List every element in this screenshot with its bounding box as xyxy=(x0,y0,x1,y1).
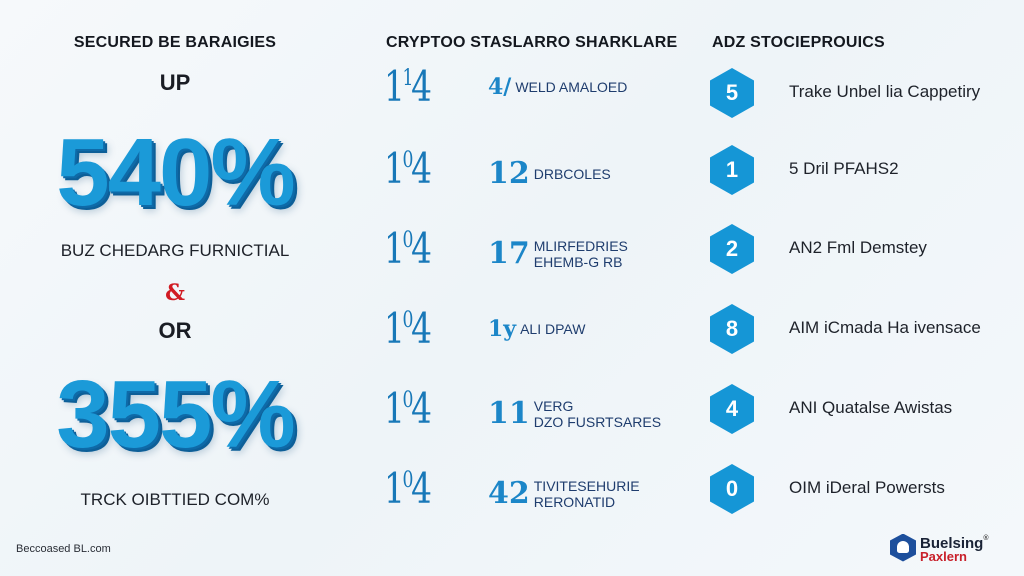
hexagon-badge-icon: 0 xyxy=(710,464,754,514)
list-item-text: OIM iDeral Powersts xyxy=(789,478,945,497)
stat-row: 114 4/WELD AMALOED xyxy=(370,62,690,122)
stat-row-number: 114 xyxy=(384,62,432,111)
stat-row-label: 4/WELD AMALOED xyxy=(488,74,628,100)
list-item: 4 ANI Quatalse Awistas xyxy=(690,384,1024,444)
stat-row: 104 12 DRBCOLES xyxy=(370,144,690,204)
or-label: OR xyxy=(158,318,192,343)
list-item: 0 OIM iDeral Powersts xyxy=(690,464,1024,524)
stat-primary-caption: BUZ CHEDARG FURNICTIAL xyxy=(60,241,290,260)
list-item: 1 5 Dril PFAHS2 xyxy=(690,145,1024,205)
up-label: UP xyxy=(159,70,191,95)
list-item: 8 AIM iCmada Ha ivensace xyxy=(690,304,1024,364)
stat-secondary: 355% xyxy=(56,361,296,468)
hexagon-badge-icon: 4 xyxy=(710,384,754,434)
left-heading: SECURED BE BARAIGIES xyxy=(73,34,277,51)
stat-secondary-caption: TRCK OIBTTIED COM% xyxy=(80,490,270,509)
stat-primary: 540% xyxy=(56,119,296,226)
stat-row: 104 17 MLIRFEDRIES EHEMB-G RB xyxy=(370,224,690,284)
footer-source: Beccoased BL.com xyxy=(16,543,111,555)
stat-row-number: 104 xyxy=(384,384,432,433)
stat-row-label: 17 MLIRFEDRIES EHEMB-G RB xyxy=(488,236,628,271)
brand-logo: Buelsing® Paxlern xyxy=(890,532,989,563)
hexagon-badge-icon: 5 xyxy=(710,68,754,118)
stat-row: 104 42 TIVITESEHURIE RERONATID xyxy=(370,464,690,524)
stat-row-label: 12 DRBCOLES xyxy=(488,156,611,191)
logo-hexagon-icon xyxy=(890,533,916,562)
stat-row-number: 104 xyxy=(384,224,432,273)
stat-row: 104 1y ALI DPAW xyxy=(370,304,690,364)
list-item-text: AN2 Fml Demstey xyxy=(789,238,927,257)
stat-row: 104 11 VERG DZO FUSRTSARES xyxy=(370,384,690,444)
logo-wordmark: Buelsing® Paxlern xyxy=(920,535,989,564)
list-item-text: Trake Unbel lia Cappetiry xyxy=(789,82,981,101)
right-heading: ADZ STOCIEPROUICS xyxy=(712,34,885,51)
hexagon-badge-icon: 2 xyxy=(710,224,754,274)
stat-row-label: 42 TIVITESEHURIE RERONATID xyxy=(488,476,640,511)
stat-row-label: 11 VERG DZO FUSRTSARES xyxy=(488,396,662,431)
list-item: 5 Trake Unbel lia Cappetiry xyxy=(690,68,1024,128)
hexagon-badge-icon: 8 xyxy=(710,304,754,354)
stat-row-number: 104 xyxy=(384,144,432,193)
list-item: 2 AN2 Fml Demstey xyxy=(690,224,1024,284)
middle-heading: CRYPTOO STASLARRO SHARKLARE xyxy=(386,34,678,51)
stat-row-label: 1y ALI DPAW xyxy=(488,316,586,342)
stat-row-number: 104 xyxy=(384,464,432,513)
ampersand: & xyxy=(165,280,185,306)
list-item-text: AIM iCmada Ha ivensace xyxy=(789,318,981,337)
hexagon-badge-icon: 1 xyxy=(710,145,754,195)
list-item-text: ANI Quatalse Awistas xyxy=(789,398,953,417)
list-item-text: 5 Dril PFAHS2 xyxy=(789,159,899,178)
stat-row-number: 104 xyxy=(384,304,432,353)
